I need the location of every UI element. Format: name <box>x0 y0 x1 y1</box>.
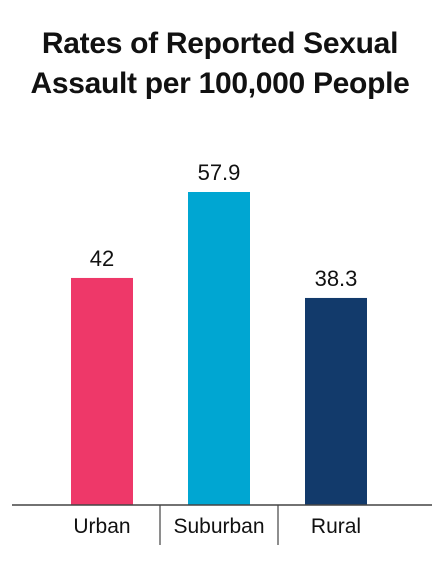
chart-title-line-2: Assault per 100,000 People <box>30 67 410 100</box>
value-label-suburban: 57.9 <box>198 160 241 185</box>
category-label-suburban: Suburban <box>173 515 264 538</box>
chart-title-line-1: Rates of Reported Sexual <box>41 27 399 60</box>
chart-title: Rates of Reported Sexual Assault per 100… <box>0 24 440 104</box>
value-label-rural: 38.3 <box>315 266 358 291</box>
category-label-urban: Urban <box>73 515 130 538</box>
bar-suburban <box>188 192 250 505</box>
value-label-urban: 42 <box>90 246 114 271</box>
category-label-rural: Rural <box>311 515 361 538</box>
labels-group: 42 Urban 57.9 Suburban 38.3 Rural <box>73 160 361 538</box>
bars-group <box>71 192 367 505</box>
bar-urban <box>71 277 133 505</box>
bar-rural <box>305 297 367 505</box>
